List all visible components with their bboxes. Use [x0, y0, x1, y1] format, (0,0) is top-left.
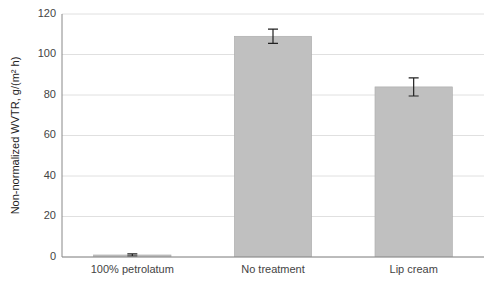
grid-line: [62, 257, 484, 258]
grid: [62, 14, 484, 257]
error-bar: [409, 78, 419, 96]
x-tick-label: No treatment: [241, 263, 305, 275]
chart: 0 20 40 60 80 100 120 100% petrolatum No treatme…: [0, 0, 500, 287]
y-tick-label: 120: [38, 7, 56, 19]
grid-line: [62, 14, 484, 15]
x-axis-line: [62, 257, 484, 258]
x-tick-label: 100% petrolatum: [91, 263, 174, 275]
bar: [234, 36, 311, 257]
y-tick-label: 80: [44, 88, 56, 100]
bar: [375, 87, 452, 257]
y-tick-label: 0: [50, 250, 56, 262]
y-axis-label: Non-normalized WVTR, g/(m² h): [9, 57, 21, 215]
error-bar: [127, 254, 137, 256]
y-tick-label: 100: [38, 47, 56, 59]
y-axis-line: [62, 14, 63, 257]
y-tick-label: 60: [44, 128, 56, 140]
y-tick-label: 40: [44, 169, 56, 181]
plot-area: [94, 29, 453, 257]
error-bar: [268, 29, 278, 43]
x-tick-label: Lip cream: [390, 263, 438, 275]
y-tick-label: 20: [44, 209, 56, 221]
